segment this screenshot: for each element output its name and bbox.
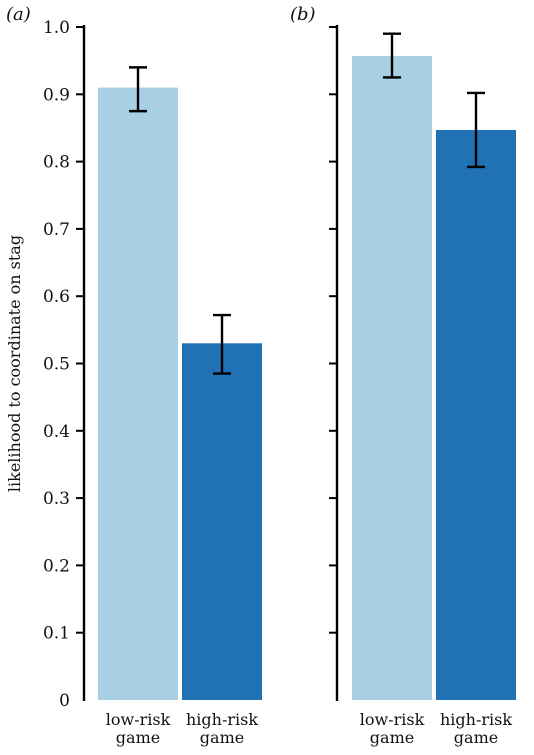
category-label-line: low-risk [106, 710, 171, 729]
y-tick-label: 0.5 [43, 355, 70, 375]
y-tick-label: 0.9 [43, 85, 70, 105]
y-tick-label: 0.7 [43, 220, 70, 240]
category-label-line: high-risk [186, 710, 258, 729]
y-axis-title: likelihood to coordinate on stag [5, 235, 24, 492]
bar-high-risk [436, 129, 516, 700]
y-tick-label: 0.3 [43, 489, 70, 509]
y-tick-label: 0.1 [43, 624, 70, 644]
panel-label: (b) [290, 4, 316, 25]
error-bar-low-risk [129, 66, 147, 113]
error-bar-low-risk [383, 32, 401, 79]
category-label-line: high-risk [440, 710, 512, 729]
chart-panel-a: 00.10.20.30.40.50.60.70.80.91.0low-riskg… [5, 4, 262, 747]
bar-low-risk [98, 87, 178, 700]
y-tick-label: 0.2 [43, 556, 70, 576]
y-tick-label: 0 [59, 691, 70, 711]
bar-low-risk [352, 55, 432, 700]
y-tick-label: 0.8 [43, 153, 70, 173]
category-label-line: game [370, 728, 414, 747]
y-tick-label: 0.6 [43, 287, 70, 307]
y-tick-label: 0.4 [43, 422, 70, 442]
category-label-line: game [454, 728, 498, 747]
category-label-line: game [116, 728, 160, 747]
bar-high-risk [182, 343, 262, 700]
panel-label: (a) [6, 4, 31, 25]
category-label-line: low-risk [360, 710, 425, 729]
category-label-line: game [200, 728, 244, 747]
y-tick-label: 1.0 [43, 18, 70, 38]
error-bar-high-risk [467, 91, 485, 169]
error-bar-high-risk [213, 313, 231, 375]
